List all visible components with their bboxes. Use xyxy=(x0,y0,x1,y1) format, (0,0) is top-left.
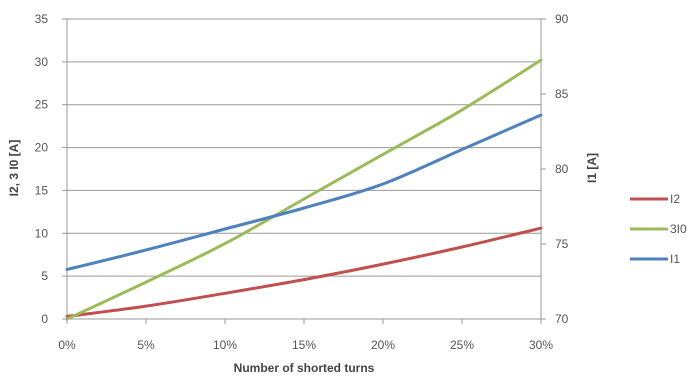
left-tick-label: 20 xyxy=(35,141,49,155)
x-tick-label: 10% xyxy=(213,338,237,352)
right-tick-label: 90 xyxy=(555,12,569,26)
x-tick-label: 25% xyxy=(450,338,474,352)
right-tick-label: 80 xyxy=(555,162,569,176)
x-axis-title: Number of shorted turns xyxy=(234,361,375,375)
left-tick-label: 35 xyxy=(35,12,49,26)
series-line-i1 xyxy=(65,113,543,271)
gridlines xyxy=(66,18,542,320)
legend: I2 3I0 I1 xyxy=(630,192,687,266)
x-axis-ticks: 0% 5% 10% 15% 20% 25% 30% xyxy=(58,319,553,352)
right-tick-label: 75 xyxy=(555,237,569,251)
x-tick-label: 15% xyxy=(292,338,316,352)
left-tick-label: 15 xyxy=(35,183,49,197)
left-tick-label: 10 xyxy=(35,226,49,240)
left-tick-label: 0 xyxy=(41,312,48,326)
left-tick-label: 25 xyxy=(35,98,49,112)
right-tick-label: 70 xyxy=(555,312,569,326)
right-tick-label: 85 xyxy=(555,87,569,101)
series-lines xyxy=(65,58,543,321)
legend-label: 3I0 xyxy=(670,222,687,236)
left-tick-label: 30 xyxy=(35,55,49,69)
right-axis-ticks: 70 75 80 85 90 xyxy=(541,12,569,326)
left-axis-title: I2, 3 I0 [A] xyxy=(7,140,21,197)
x-tick-label: 20% xyxy=(371,338,395,352)
x-tick-label: 0% xyxy=(58,338,76,352)
series-line-i2 xyxy=(65,226,543,318)
legend-label: I2 xyxy=(670,192,680,206)
x-tick-label: 5% xyxy=(137,338,155,352)
legend-label: I1 xyxy=(670,252,680,266)
series-line-3i0 xyxy=(65,58,543,321)
left-tick-label: 5 xyxy=(41,269,48,283)
right-axis-title: I1 [A] xyxy=(585,153,599,183)
left-axis-ticks: 0 5 10 15 20 25 30 35 xyxy=(35,12,67,326)
x-tick-label: 30% xyxy=(529,338,553,352)
